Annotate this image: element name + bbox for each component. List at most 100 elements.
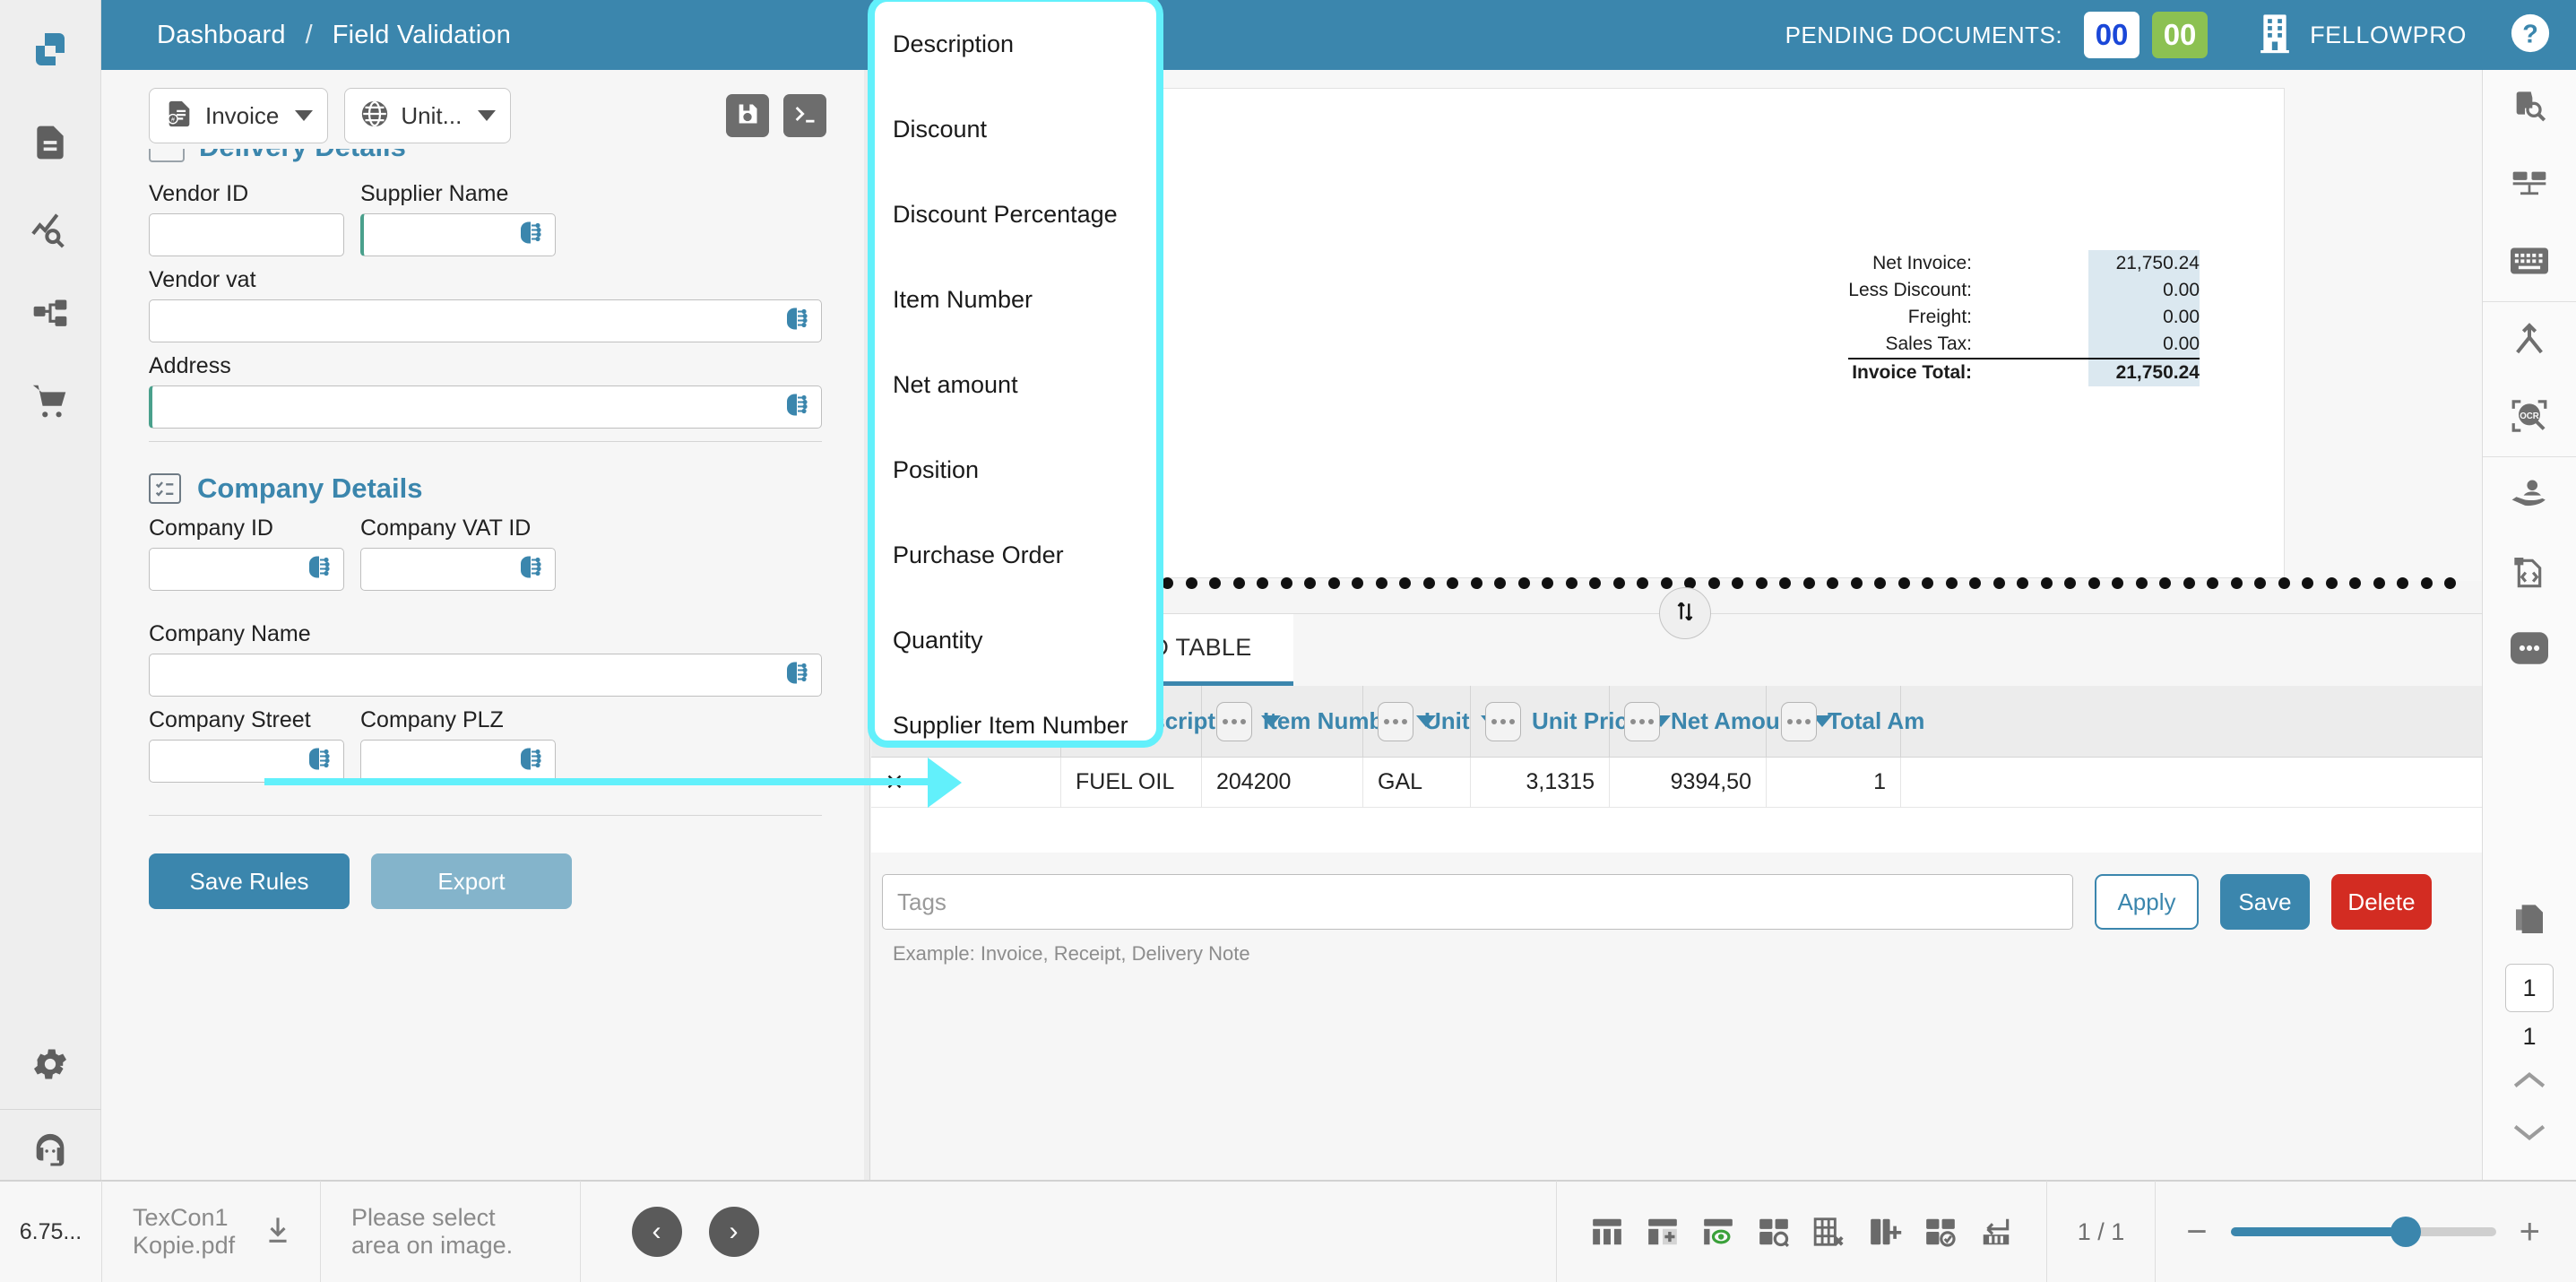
breadcrumb-field-validation[interactable]: Field Validation [332, 20, 512, 49]
vendor-id-input[interactable] [149, 213, 344, 256]
menu-item-description[interactable]: Description [893, 30, 1015, 57]
page-number-input[interactable]: 1 [2505, 964, 2554, 1012]
tool-more-options[interactable] [2483, 611, 2576, 689]
column-header-unit-price[interactable]: Unit Price [1471, 686, 1672, 757]
merge-cells-icon[interactable] [1754, 1212, 1794, 1252]
validate-table-icon[interactable] [1921, 1212, 1960, 1252]
menu-item-discount[interactable]: Discount [893, 116, 988, 143]
document-type-dropdown[interactable]: # Invoice [149, 88, 329, 143]
zoom-slider-handle[interactable] [2390, 1217, 2421, 1247]
column-header-item-number[interactable]: Item Number [1202, 686, 1436, 757]
tool-view-source[interactable] [2483, 534, 2576, 611]
ai-brain-icon[interactable] [517, 555, 544, 585]
ai-brain-icon[interactable] [783, 393, 810, 422]
save-button[interactable]: Save [2220, 874, 2310, 930]
cell-description[interactable]: FUEL OIL [1061, 758, 1202, 807]
sidebar-item-analytics[interactable] [0, 187, 101, 273]
tags-input[interactable]: Tags [882, 874, 2073, 930]
delete-table-icon[interactable] [1810, 1212, 1849, 1252]
form-scrollbar[interactable] [864, 70, 869, 1180]
ai-brain-icon[interactable] [517, 747, 544, 776]
column-header-unit[interactable]: Unit [1363, 686, 1500, 757]
tool-pages[interactable] [2483, 883, 2576, 960]
organization-selector[interactable]: FELLOWPRO [2258, 13, 2467, 58]
breadcrumb-dashboard[interactable]: Dashboard [157, 20, 286, 49]
tool-ocr[interactable]: OCR [2483, 379, 2576, 456]
save-rules-button[interactable]: Save Rules [149, 853, 350, 909]
sidebar-item-workflow[interactable] [0, 273, 101, 359]
export-button[interactable]: Export [371, 853, 572, 909]
address-input[interactable] [149, 385, 822, 429]
sidebar-item-settings[interactable] [0, 1023, 101, 1109]
company-plz-input[interactable] [360, 740, 556, 783]
cell-unit-price[interactable]: 3,1315 [1471, 758, 1610, 807]
page-down-button[interactable] [2483, 1106, 2576, 1158]
cell-net-amount[interactable]: 9394,50 [1610, 758, 1767, 807]
column-menu-icon[interactable] [1624, 701, 1660, 741]
language-dropdown[interactable]: Unit... [344, 88, 512, 143]
next-page-button[interactable]: › [708, 1207, 759, 1257]
column-header-net-amount[interactable]: Net Amount [1610, 686, 1833, 757]
columns-icon[interactable] [1587, 1212, 1627, 1252]
menu-item-purchase-order[interactable]: Purchase Order [893, 541, 1064, 568]
split-column-icon[interactable] [1865, 1212, 1905, 1252]
row-height-icon[interactable] [1976, 1212, 2016, 1252]
sort-desc-icon[interactable] [1812, 715, 1833, 727]
supplier-name-input[interactable] [360, 213, 556, 256]
menu-item-net-amount[interactable]: Net amount [893, 371, 1018, 398]
column-menu-icon[interactable] [1378, 701, 1413, 741]
sidebar-item-support[interactable] [0, 1110, 101, 1196]
page-up-button[interactable] [2483, 1054, 2576, 1106]
menu-item-position[interactable]: Position [893, 456, 980, 483]
ai-brain-icon[interactable] [783, 661, 810, 690]
add-column-icon[interactable] [1643, 1212, 1682, 1252]
cell-unit[interactable]: GAL [1363, 758, 1471, 807]
tool-assign-user[interactable] [2483, 457, 2576, 534]
show-column-icon[interactable] [1699, 1212, 1738, 1252]
pending-count-primary[interactable]: 00 [2084, 12, 2140, 58]
company-id-input[interactable] [149, 548, 344, 591]
column-menu-icon[interactable] [1781, 701, 1817, 741]
zoom-in-button[interactable]: + [2519, 1212, 2540, 1252]
company-street-input[interactable] [149, 740, 344, 783]
vendor-vat-input[interactable] [149, 299, 822, 342]
delete-button[interactable]: Delete [2331, 874, 2432, 930]
menu-item-discount-percentage[interactable]: Discount Percentage [893, 201, 1118, 228]
sidebar-item-purchasing[interactable] [0, 359, 101, 446]
app-logo[interactable] [0, 0, 101, 101]
apply-button[interactable]: Apply [2095, 874, 2199, 930]
company-name-input[interactable] [149, 654, 822, 697]
file-name-label[interactable]: TexCon1 Kopie.pdf [133, 1204, 236, 1259]
menu-item-supplier-item-number[interactable]: Supplier Item Number [893, 712, 1128, 739]
zoom-out-button[interactable]: − [2186, 1212, 2208, 1252]
menu-item-item-number[interactable]: Item Number [893, 286, 1033, 313]
company-vat-id-input[interactable] [360, 548, 556, 591]
table-row[interactable]: ✕ 1 FUEL OIL 204200 GAL 3,1315 9394,50 1 [871, 758, 2482, 808]
sort-desc-icon[interactable] [1261, 715, 1282, 727]
help-icon[interactable]: ? [2510, 13, 2551, 58]
sort-desc-icon[interactable] [1415, 715, 1436, 727]
save-document-button[interactable] [726, 94, 769, 137]
cell-item-number[interactable]: 204200 [1202, 758, 1363, 807]
console-button[interactable] [783, 94, 826, 137]
column-menu-icon[interactable] [1485, 701, 1521, 741]
pending-count-secondary[interactable]: 00 [2152, 12, 2209, 58]
ai-brain-icon[interactable] [306, 555, 333, 585]
tool-document-search[interactable] [2483, 70, 2576, 147]
field-type-dropdown-menu[interactable]: Description Discount Discount Percentage… [868, 0, 1163, 748]
tool-keyboard[interactable] [2483, 224, 2576, 301]
download-icon[interactable] [266, 1217, 290, 1248]
column-menu-icon[interactable] [1216, 701, 1252, 741]
tool-merge[interactable] [2483, 302, 2576, 379]
sidebar-item-documents[interactable] [0, 101, 101, 187]
tool-layout-split[interactable] [2483, 147, 2576, 224]
cell-total-amount[interactable]: 1 [1767, 758, 1901, 807]
ai-brain-icon[interactable] [517, 221, 544, 250]
zoom-slider[interactable] [2230, 1217, 2496, 1247]
panel-resize-handle[interactable] [1659, 587, 1711, 639]
ai-brain-icon[interactable] [783, 307, 810, 336]
previous-page-button[interactable]: ‹ [631, 1207, 682, 1257]
menu-item-quantity[interactable]: Quantity [893, 627, 983, 654]
column-header-total-amount[interactable]: Total Am [1767, 686, 1924, 757]
ai-brain-icon[interactable] [306, 747, 333, 776]
